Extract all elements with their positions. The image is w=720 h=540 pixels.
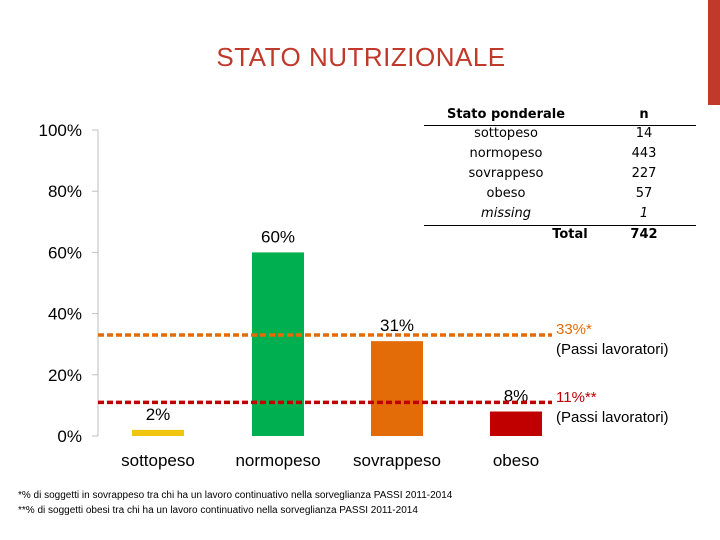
y-tick-label: 100% [39,121,82,140]
table-rule-bottom [424,225,696,226]
header-n: n [639,107,649,122]
bar-normopeso [252,252,304,436]
data-label-normopeso: 60% [261,227,295,246]
row-n: 1 [639,206,649,221]
table-row: sovrappeso 227 [420,166,696,186]
table-header: Stato ponderale n [420,107,696,127]
footnote-2: **% di soggetti obesi tra chi ha un lavo… [18,505,418,516]
bar-sottopeso [132,429,184,436]
footnote-1: *% di soggetti in sovrappeso tra chi ha … [18,490,453,501]
row-label: normopeso [469,146,543,161]
bar-obeso [490,411,542,436]
total-n: 742 [630,227,658,242]
data-label-sovrappeso: 31% [380,316,414,335]
table-row: normopeso 443 [420,146,696,166]
ref-source-obese: (Passi lavoratori) [556,409,669,426]
table-row: missing 1 [420,206,696,226]
page-title: STATO NUTRIZIONALE [216,42,506,72]
bar-sovrappeso [371,341,423,436]
y-tick-label: 80% [48,182,82,201]
ref-value-obese: 11%** [556,389,597,406]
row-n: 443 [631,146,657,161]
y-tick-label: 0% [57,427,82,446]
data-label-sottopeso: 2% [146,405,171,424]
ref-annotation-obese: 11%** (Passi lavoratori) [556,388,669,428]
x-tick-label-normopeso: normopeso [235,451,320,470]
y-tick-label: 20% [48,366,82,385]
x-tick-label-sovrappeso: sovrappeso [353,451,441,470]
row-n: 57 [635,186,653,201]
x-tick-label-obeso: obeso [493,451,539,470]
table-rule-top [424,125,696,126]
row-label: sovrappeso [468,166,544,181]
y-tick-label: 60% [48,243,82,262]
ref-value-overweight: 33%* [556,321,592,338]
row-label: sottopeso [474,126,538,141]
ref-source-overweight: (Passi lavoratori) [556,341,669,358]
table-total-row: Total 742 [420,227,696,247]
accent-bar [708,0,720,105]
row-n: 14 [635,126,653,141]
row-label: missing [481,206,531,221]
row-n: 227 [631,166,657,181]
table-row: sottopeso 14 [420,126,696,146]
total-label: Total [552,227,588,242]
y-tick-label: 40% [48,305,82,324]
x-tick-label-sottopeso: sottopeso [121,451,195,470]
row-label: obeso [486,186,526,201]
header-status: Stato ponderale [446,107,566,122]
table-row: obeso 57 [420,186,696,206]
ref-annotation-overweight: 33%* (Passi lavoratori) [556,320,669,360]
